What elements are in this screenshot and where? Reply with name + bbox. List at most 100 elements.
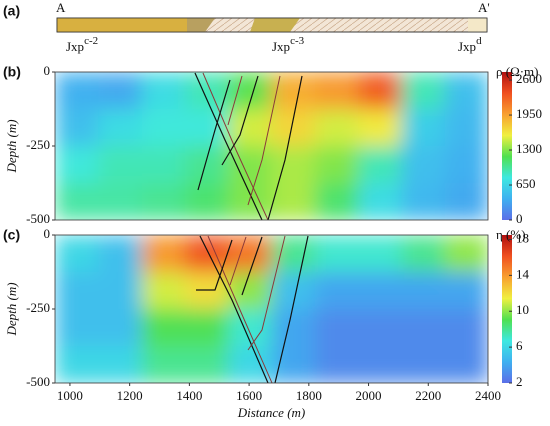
- heatmap-cell: [358, 109, 402, 147]
- heatmap: [55, 72, 488, 220]
- heatmap-cells: [55, 235, 488, 383]
- y-tick-label: -500: [26, 374, 50, 389]
- heatmap-cell: [55, 235, 99, 273]
- fault-line: [207, 235, 273, 383]
- heatmap-cell: [358, 272, 402, 310]
- y-axis-label: Depth (m): [4, 282, 19, 336]
- unit-base: Jxp: [458, 39, 476, 54]
- colorbar-tick-label: 6: [516, 338, 523, 353]
- heatmap-cell: [358, 235, 402, 273]
- unit-label: Jxpc-2: [66, 35, 98, 54]
- y-tick-label: 0: [44, 226, 51, 241]
- heatmap-cell: [98, 346, 143, 383]
- heatmap-cell: [228, 272, 272, 310]
- heatmap-cell: [184, 109, 229, 147]
- heatmap-cell: [358, 309, 402, 347]
- fault-line: [197, 79, 231, 191]
- heatmap-cell: [401, 272, 446, 310]
- fault-line: [196, 239, 233, 291]
- x-tick-label: 1600: [236, 388, 262, 403]
- heatmap-cell: [141, 235, 186, 273]
- heatmap-cell: [98, 235, 143, 273]
- heatmap-cell: [228, 109, 272, 147]
- fault-line: [227, 75, 243, 126]
- heatmap-cell: [98, 72, 143, 110]
- heatmap-cell: [314, 272, 359, 310]
- unit-label: Jxpd: [458, 35, 482, 54]
- heatmap-cell: [184, 72, 229, 110]
- heatmap-cell: [314, 346, 359, 383]
- heatmap-cell: [141, 346, 186, 383]
- heatmap-cell: [444, 146, 488, 184]
- heatmap-cell: [55, 72, 99, 110]
- heatmap: [55, 235, 488, 383]
- colorbar: [502, 72, 512, 220]
- heatmap-cell: [444, 183, 488, 220]
- y-axis-label: Depth (m): [4, 119, 19, 173]
- panel-label: (c): [3, 227, 20, 243]
- fault-line: [221, 75, 259, 166]
- heatmap-cell: [55, 272, 99, 310]
- unit-base: Jxp: [66, 39, 84, 54]
- fault-line: [247, 75, 281, 206]
- heatmap-cell: [358, 72, 402, 110]
- heatmap-cell: [98, 272, 143, 310]
- section-end: A': [478, 0, 490, 15]
- heatmap-cell: [314, 109, 359, 147]
- heatmap-cell: [314, 235, 359, 273]
- heatmap-cell: [228, 235, 272, 273]
- heatmap-cell: [314, 72, 359, 110]
- heatmap-cell: [314, 183, 359, 220]
- heatmap-cell: [184, 183, 229, 220]
- heatmap-cell: [55, 109, 99, 147]
- heatmap-cell: [271, 146, 316, 184]
- fault-line: [194, 72, 263, 220]
- section-units: Jxpc-2 Jxpc-3 Jxpd: [66, 35, 482, 54]
- fault-line: [274, 235, 309, 383]
- heatmap-cell: [98, 183, 143, 220]
- heatmap-cell: [271, 235, 316, 273]
- unit-sup: d: [476, 35, 482, 47]
- heatmap-cell: [184, 309, 229, 347]
- heatmap-cell: [141, 183, 186, 220]
- colorbar-tick-label: 18: [516, 230, 529, 245]
- heatmap-cell: [358, 346, 402, 383]
- heatmap-cell: [271, 183, 316, 220]
- colorbar-tick-label: 2600: [516, 71, 542, 86]
- heatmap-cell: [141, 272, 186, 310]
- colorbar-tick-label: 14: [516, 266, 530, 281]
- unit-sup: c-2: [84, 35, 98, 47]
- section-strip: [56, 17, 488, 33]
- heatmap-cell: [401, 183, 446, 220]
- heatmap-cell: [55, 346, 99, 383]
- panel-label: (a): [3, 3, 20, 19]
- fault-line: [247, 235, 286, 351]
- colorbar-label: ρ (Ω·m): [496, 64, 539, 79]
- unit-base: Jxp: [272, 39, 290, 54]
- heatmap-cell: [401, 346, 446, 383]
- heatmap-cell: [141, 72, 186, 110]
- heatmap-cell: [55, 183, 99, 220]
- heatmap-cell: [444, 346, 488, 383]
- colorbar-tick-label: 1950: [516, 106, 542, 121]
- x-tick-label: 1800: [296, 388, 322, 403]
- heatmap-cell: [444, 109, 488, 147]
- heatmap-cell: [401, 235, 446, 273]
- colorbar-tick-label: 0: [516, 211, 523, 226]
- heatmap-cell: [184, 346, 229, 383]
- heatmap-cell: [314, 146, 359, 184]
- heatmap-cell: [98, 309, 143, 347]
- heatmap-cell: [271, 309, 316, 347]
- heatmap-cell: [358, 146, 402, 184]
- x-tick-label: 1000: [57, 388, 83, 403]
- heatmap-cell: [314, 309, 359, 347]
- fault-line: [202, 72, 269, 220]
- colorbar-label: η (%): [496, 227, 526, 242]
- x-tick-label: 2000: [356, 388, 382, 403]
- heatmap-cell: [444, 272, 488, 310]
- y-tick-label: -500: [26, 211, 50, 226]
- colorbar-tick-label: 650: [516, 176, 536, 191]
- heatmap-cell: [184, 235, 229, 273]
